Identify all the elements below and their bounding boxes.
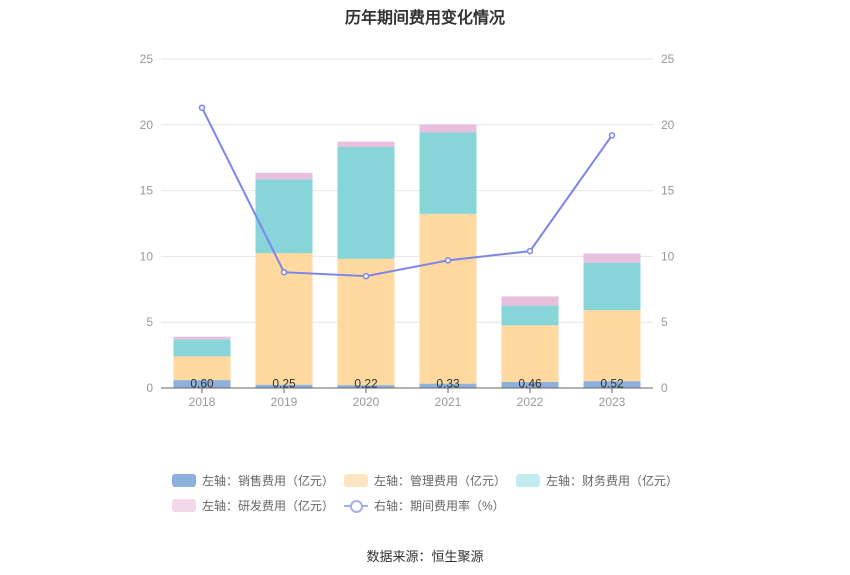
x-axis-tick-label: 2020 bbox=[353, 395, 380, 409]
data-label: 0.22 bbox=[354, 377, 378, 391]
bar-segment-1 bbox=[583, 310, 641, 382]
legend-label-finance: 左轴：财务费用（亿元） bbox=[546, 474, 679, 488]
rate-line bbox=[198, 104, 616, 280]
bar-segment-3 bbox=[337, 141, 395, 147]
bar-stacks bbox=[173, 124, 641, 388]
bar-segment-1 bbox=[337, 258, 395, 386]
right-axis-tick-label: 0 bbox=[661, 381, 668, 395]
data-labels: 0.60 0.25 0.22 0.33 0.46 0.52 bbox=[190, 377, 624, 391]
rate-point bbox=[608, 132, 616, 139]
right-axis-tick-label: 5 bbox=[661, 315, 668, 329]
right-axis-tick-label: 10 bbox=[661, 249, 675, 263]
legend-item-sales[interactable]: 左轴：销售费用（亿元） bbox=[172, 472, 334, 489]
bar-segment-2 bbox=[501, 305, 559, 326]
bar-segment-2 bbox=[173, 339, 231, 357]
data-label: 0.60 bbox=[190, 377, 214, 391]
bar-segment-0 bbox=[501, 381, 559, 388]
x-axis-tick-label: 2018 bbox=[189, 395, 216, 409]
legend-item-rd[interactable]: 左轴：研发费用（亿元） bbox=[172, 497, 334, 514]
bar-segment-3 bbox=[583, 253, 641, 263]
bar-segment-3 bbox=[501, 296, 559, 306]
bar-segment-0 bbox=[583, 381, 641, 388]
right-axis-tick-label: 25 bbox=[661, 52, 675, 66]
bar-segment-2 bbox=[583, 262, 641, 311]
chart-title: 历年期间费用变化情况 bbox=[344, 10, 505, 27]
bar-segment-1 bbox=[173, 356, 231, 381]
left-axis-tick-label: 15 bbox=[140, 184, 154, 198]
legend-swatch-finance bbox=[516, 474, 540, 487]
bar-segment-0 bbox=[419, 383, 477, 388]
data-label: 0.25 bbox=[272, 377, 296, 391]
bar-segment-3 bbox=[255, 172, 313, 180]
x-axis-tick-label: 2021 bbox=[435, 395, 462, 409]
gridlines bbox=[161, 58, 653, 323]
left-axis-tick-label: 0 bbox=[146, 381, 153, 395]
bar-segment-2 bbox=[419, 132, 477, 214]
x-axis-tick-label: 2019 bbox=[271, 395, 298, 409]
rate-line-path bbox=[201, 107, 613, 278]
legend-swatch-sales bbox=[172, 474, 196, 487]
rate-point bbox=[280, 268, 288, 276]
data-label: 0.33 bbox=[436, 377, 460, 391]
data-source: 数据来源：恒生聚源 bbox=[366, 549, 484, 564]
legend-item-rate[interactable]: 右轴：期间费用率（%） bbox=[344, 497, 505, 514]
left-axis-tick-label: 5 bbox=[146, 315, 153, 329]
right-axis-tick-label: 15 bbox=[661, 184, 675, 198]
right-axis-tick-label: 20 bbox=[661, 118, 675, 132]
bar-segment-2 bbox=[255, 179, 313, 254]
legend-swatch-rd bbox=[172, 499, 196, 512]
bar-segment-0 bbox=[173, 380, 231, 388]
left-axis-tick-label: 25 bbox=[140, 52, 154, 66]
bar-segment-1 bbox=[501, 325, 559, 382]
bar-segment-2 bbox=[337, 146, 395, 259]
x-axis-tick-label: 2022 bbox=[517, 395, 544, 409]
legend-swatch-rate bbox=[344, 499, 368, 513]
data-label: 0.52 bbox=[600, 377, 624, 391]
legend-label-admin: 左轴：管理费用（亿元） bbox=[374, 474, 507, 488]
bar-segment-0 bbox=[337, 385, 395, 388]
legend-label-rate: 右轴：期间费用率（%） bbox=[374, 499, 505, 513]
legend-item-finance[interactable]: 左轴：财务费用（亿元） bbox=[516, 472, 678, 489]
left-axis-tick-label: 20 bbox=[140, 118, 154, 132]
data-label: 0.46 bbox=[518, 377, 542, 391]
rate-point bbox=[198, 104, 206, 111]
rate-point bbox=[444, 257, 452, 264]
rate-point bbox=[526, 247, 534, 255]
bar-segment-3 bbox=[419, 124, 477, 133]
axes: 0 5 10 15 20 25 0 5 10 15 20 25 2018 2019 2020 2021 2022… bbox=[140, 52, 675, 409]
bar-segment-3 bbox=[173, 336, 231, 340]
bar-segment-1 bbox=[419, 213, 477, 384]
legend-label-sales: 左轴：销售费用（亿元） bbox=[202, 474, 335, 488]
legend-swatch-admin bbox=[344, 474, 368, 487]
left-axis-tick-label: 10 bbox=[140, 249, 154, 263]
rate-point bbox=[362, 272, 370, 280]
x-axis-tick-label: 2023 bbox=[599, 395, 626, 409]
legend-item-admin[interactable]: 左轴：管理费用（亿元） bbox=[344, 472, 506, 489]
bar-segment-0 bbox=[255, 384, 313, 388]
legend-label-rd: 左轴：研发费用（亿元） bbox=[202, 499, 335, 513]
